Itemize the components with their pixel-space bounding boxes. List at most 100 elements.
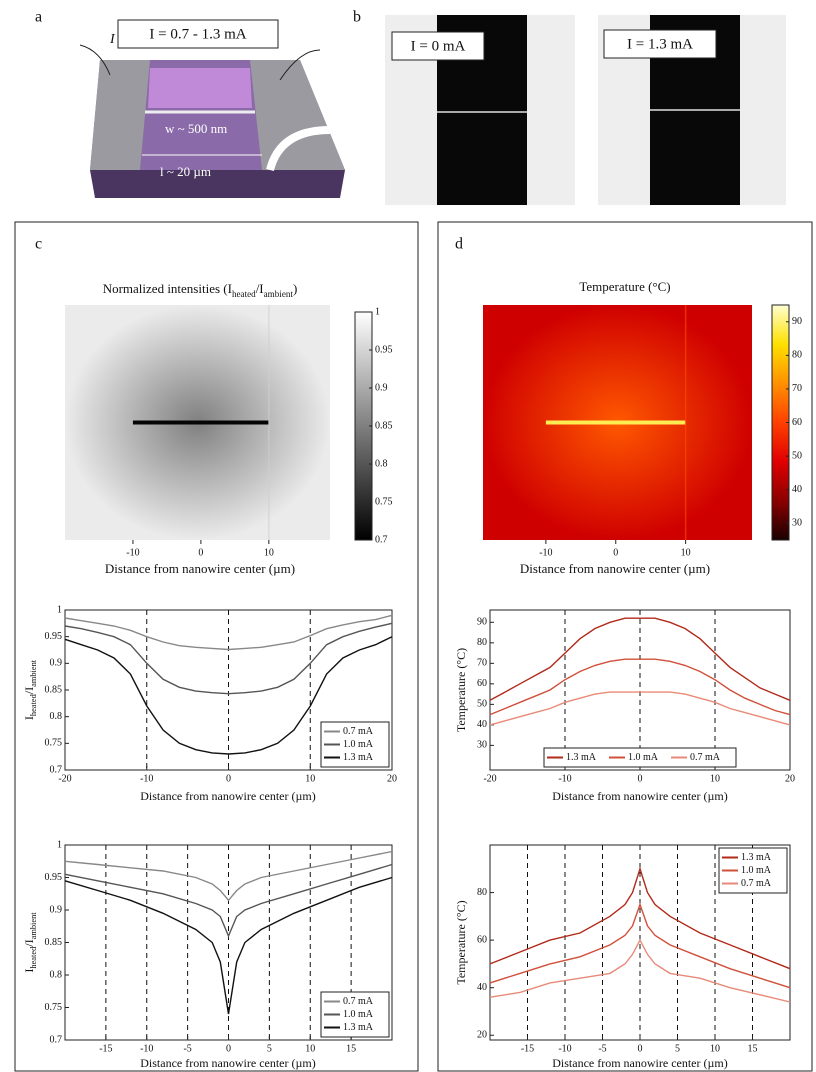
x-tick-label: -15 [99,1043,112,1054]
panel-label: a [35,9,42,26]
y-tick-label: 80 [477,887,487,898]
electrode [90,60,150,170]
x-tick-label: -10 [558,773,571,784]
legend-label: 1.0 mA [343,739,374,750]
data-line [489,658,791,716]
text-part: ambient [264,289,294,299]
y-tick-label: 1 [57,839,62,850]
x-tick-label: 10 [305,773,315,784]
x-tick-label: 0 [198,547,203,558]
chart-title: Temperature (°C) [579,279,670,294]
x-tick-label: -5 [598,1043,606,1054]
colorbar-tick-label: 50 [792,450,802,461]
x-tick-label: 10 [264,547,274,558]
x-axis-label: Distance from nanowire center (µm) [552,1056,728,1070]
y-axis-label: Iheated/Iambient [22,912,39,973]
x-tick-label: -10 [558,1043,571,1054]
pad [148,68,252,108]
label-box [391,31,485,61]
data-line [489,617,791,701]
x-tick-label: -10 [539,547,552,558]
text-part: heated [232,289,256,299]
legend-label: 1.3 mA [566,752,597,763]
colorbar-tick-label: 90 [792,316,802,327]
x-tick-label: 0 [226,1043,231,1054]
panel-frame [14,221,419,1072]
y-axis-label: Iheated/Iambient [22,659,39,720]
x-axis-label: Distance from nanowire center (µm) [552,789,728,803]
legend-label: 0.7 mA [690,752,721,763]
colorbar-tick-label: 0.8 [375,458,388,469]
text-part: heated [29,946,38,969]
substrate-side [90,170,345,198]
wire-bond [266,126,331,172]
legend-label: 0.7 mA [741,878,772,889]
colorbar-tick-label: 40 [792,484,802,495]
image-label: I = 1.3 mA [627,36,693,52]
x-tick-label: -10 [126,547,139,558]
legend-label: 1.0 mA [628,752,659,763]
y-tick-label: 60 [477,678,487,689]
x-tick-label: 0 [638,773,643,784]
x-axis-label: Distance from nanowire center (µm) [520,561,710,576]
image-label: I = 0 mA [411,38,466,54]
y-tick-label: 0.95 [45,872,63,883]
x-tick-label: 0 [613,547,618,558]
x-tick-label: -20 [483,773,496,784]
x-axis-label: Distance from nanowire center (µm) [140,789,316,803]
x-tick-label: 0 [226,773,231,784]
text-part: I [22,969,36,973]
current-symbol: I [109,32,116,47]
colorbar-tick-label: 0.9 [375,382,388,393]
colorbar-tick-label: 0.7 [375,534,388,545]
chart-title: Normalized intensities (Iheated/Iambient… [103,281,298,299]
y-tick-label: 30 [477,740,487,751]
legend-label: 0.7 mA [343,726,374,737]
x-tick-label: 20 [785,773,795,784]
y-tick-label: 70 [477,658,487,669]
length-label: l ~ 20 µm [160,164,211,179]
panel-label: b [353,9,361,26]
panel-label: d [455,236,463,253]
y-tick-label: 80 [477,637,487,648]
y-tick-label: 0.8 [50,711,63,722]
y-tick-label: 40 [477,982,487,993]
label-box [603,29,717,59]
y-tick-label: 60 [477,934,487,945]
x-tick-label: 20 [387,773,397,784]
panel-label: c [35,236,42,253]
x-tick-label: 10 [710,773,720,784]
image: I = 0 mA [385,15,575,205]
x-tick-label: 5 [675,1043,680,1054]
data-line [64,863,393,938]
x-tick-label: 0 [638,1043,643,1054]
legend-label: 1.3 mA [741,852,772,863]
x-tick-label: -5 [183,1043,191,1054]
width-label: w ~ 500 nm [165,121,227,136]
data-line [489,691,791,726]
data-line [489,866,791,970]
text-part: Normalized intensities (I [103,281,232,296]
x-tick-label: -10 [140,773,153,784]
plot-area [489,609,791,771]
data-line [489,938,791,1003]
data-line [64,876,393,1015]
colorbar-tick-label: 30 [792,518,802,529]
y-tick-label: 0.7 [50,1034,63,1045]
y-tick-label: 0.9 [50,904,63,915]
text-part: ambient [29,912,38,940]
data-line [64,636,393,755]
panel-frame [437,221,813,1072]
x-tick-label: -20 [58,773,71,784]
x-axis-label: Distance from nanowire center (µm) [105,561,295,576]
colorbar-tick-label: 0.75 [375,496,393,507]
colorbar-tick-label: 1 [375,306,380,317]
y-tick-label: 0.9 [50,658,63,669]
current-range: I = 0.7 - 1.3 mA [149,26,246,42]
text-part: /I [22,687,36,694]
legend-label: 1.3 mA [343,752,374,763]
x-tick-label: 10 [681,547,691,558]
text-part: /I [256,281,264,296]
colorbar-tick-label: 70 [792,383,802,394]
